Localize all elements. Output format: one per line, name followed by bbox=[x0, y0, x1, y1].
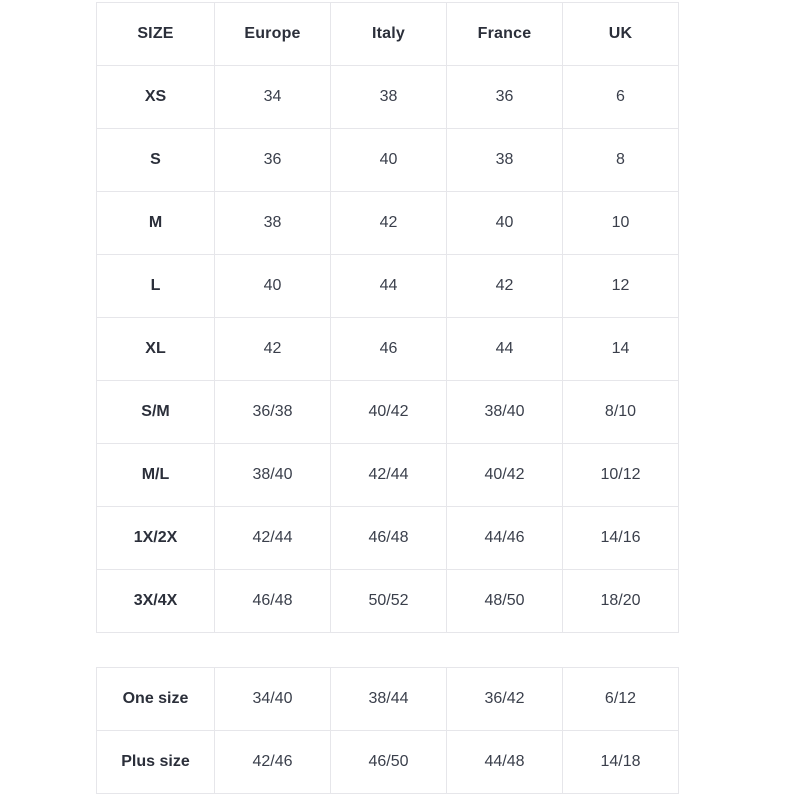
row-label-l: L bbox=[96, 254, 215, 318]
cell-m-france: 40 bbox=[446, 191, 563, 255]
one-size-conversion-table-container: One size 34/40 38/44 36/42 6/12 Plus siz… bbox=[96, 667, 679, 794]
cell-s-m-uk: 8/10 bbox=[562, 380, 679, 444]
cell-xs-europe: 34 bbox=[214, 65, 331, 129]
cell-l-italy: 44 bbox=[330, 254, 447, 318]
cell-one-size-uk: 6/12 bbox=[562, 667, 679, 731]
cell-one-size-france: 36/42 bbox=[446, 667, 563, 731]
cell-3x-4x-italy: 50/52 bbox=[330, 569, 447, 633]
row-label-m: M bbox=[96, 191, 215, 255]
cell-s-europe: 36 bbox=[214, 128, 331, 192]
row-label-m-l: M/L bbox=[96, 443, 215, 507]
cell-m-europe: 38 bbox=[214, 191, 331, 255]
table-row: L 40 44 42 12 bbox=[96, 254, 679, 318]
table-row: M/L 38/40 42/44 40/42 10/12 bbox=[96, 443, 679, 507]
one-size-conversion-table: One size 34/40 38/44 36/42 6/12 Plus siz… bbox=[96, 667, 679, 794]
column-header-europe: Europe bbox=[214, 2, 331, 66]
cell-one-size-europe: 34/40 bbox=[214, 667, 331, 731]
cell-1x-2x-france: 44/46 bbox=[446, 506, 563, 570]
cell-3x-4x-france: 48/50 bbox=[446, 569, 563, 633]
cell-xl-italy: 46 bbox=[330, 317, 447, 381]
cell-xs-france: 36 bbox=[446, 65, 563, 129]
cell-l-europe: 40 bbox=[214, 254, 331, 318]
cell-s-italy: 40 bbox=[330, 128, 447, 192]
cell-m-uk: 10 bbox=[562, 191, 679, 255]
cell-s-france: 38 bbox=[446, 128, 563, 192]
cell-plus-size-uk: 14/18 bbox=[562, 730, 679, 794]
row-label-xl: XL bbox=[96, 317, 215, 381]
cell-xl-france: 44 bbox=[446, 317, 563, 381]
cell-3x-4x-uk: 18/20 bbox=[562, 569, 679, 633]
table-row: S/M 36/38 40/42 38/40 8/10 bbox=[96, 380, 679, 444]
cell-xs-italy: 38 bbox=[330, 65, 447, 129]
column-header-france: France bbox=[446, 2, 563, 66]
cell-s-m-europe: 36/38 bbox=[214, 380, 331, 444]
table-body: One size 34/40 38/44 36/42 6/12 Plus siz… bbox=[96, 667, 679, 794]
table-header: SIZE Europe Italy France UK bbox=[96, 2, 679, 66]
row-label-s-m: S/M bbox=[96, 380, 215, 444]
cell-plus-size-europe: 42/46 bbox=[214, 730, 331, 794]
cell-1x-2x-europe: 42/44 bbox=[214, 506, 331, 570]
cell-m-l-france: 40/42 bbox=[446, 443, 563, 507]
row-label-3x-4x: 3X/4X bbox=[96, 569, 215, 633]
table-row: 3X/4X 46/48 50/52 48/50 18/20 bbox=[96, 569, 679, 633]
cell-xl-uk: 14 bbox=[562, 317, 679, 381]
column-header-uk: UK bbox=[562, 2, 679, 66]
cell-m-italy: 42 bbox=[330, 191, 447, 255]
cell-l-uk: 12 bbox=[562, 254, 679, 318]
cell-1x-2x-italy: 46/48 bbox=[330, 506, 447, 570]
table-body: XS 34 38 36 6 S 36 40 38 8 M 38 42 bbox=[96, 65, 679, 633]
row-label-s: S bbox=[96, 128, 215, 192]
column-header-italy: Italy bbox=[330, 2, 447, 66]
table-header-row: SIZE Europe Italy France UK bbox=[96, 2, 679, 66]
table-row: Plus size 42/46 46/50 44/48 14/18 bbox=[96, 730, 679, 794]
cell-xl-europe: 42 bbox=[214, 317, 331, 381]
cell-xs-uk: 6 bbox=[562, 65, 679, 129]
cell-1x-2x-uk: 14/16 bbox=[562, 506, 679, 570]
row-label-one-size: One size bbox=[96, 667, 215, 731]
cell-l-france: 42 bbox=[446, 254, 563, 318]
cell-s-m-france: 38/40 bbox=[446, 380, 563, 444]
cell-m-l-uk: 10/12 bbox=[562, 443, 679, 507]
row-label-plus-size: Plus size bbox=[96, 730, 215, 794]
row-label-xs: XS bbox=[96, 65, 215, 129]
table-row: M 38 42 40 10 bbox=[96, 191, 679, 255]
cell-3x-4x-europe: 46/48 bbox=[214, 569, 331, 633]
size-conversion-table-container: SIZE Europe Italy France UK XS 34 38 36 … bbox=[96, 2, 679, 633]
size-conversion-table: SIZE Europe Italy France UK XS 34 38 36 … bbox=[96, 2, 679, 633]
table-row: XL 42 46 44 14 bbox=[96, 317, 679, 381]
cell-one-size-italy: 38/44 bbox=[330, 667, 447, 731]
table-row: One size 34/40 38/44 36/42 6/12 bbox=[96, 667, 679, 731]
table-row: S 36 40 38 8 bbox=[96, 128, 679, 192]
table-row: 1X/2X 42/44 46/48 44/46 14/16 bbox=[96, 506, 679, 570]
cell-plus-size-france: 44/48 bbox=[446, 730, 563, 794]
cell-m-l-europe: 38/40 bbox=[214, 443, 331, 507]
cell-s-uk: 8 bbox=[562, 128, 679, 192]
table-row: XS 34 38 36 6 bbox=[96, 65, 679, 129]
cell-m-l-italy: 42/44 bbox=[330, 443, 447, 507]
cell-s-m-italy: 40/42 bbox=[330, 380, 447, 444]
cell-plus-size-italy: 46/50 bbox=[330, 730, 447, 794]
row-label-1x-2x: 1X/2X bbox=[96, 506, 215, 570]
column-header-size: SIZE bbox=[96, 2, 215, 66]
